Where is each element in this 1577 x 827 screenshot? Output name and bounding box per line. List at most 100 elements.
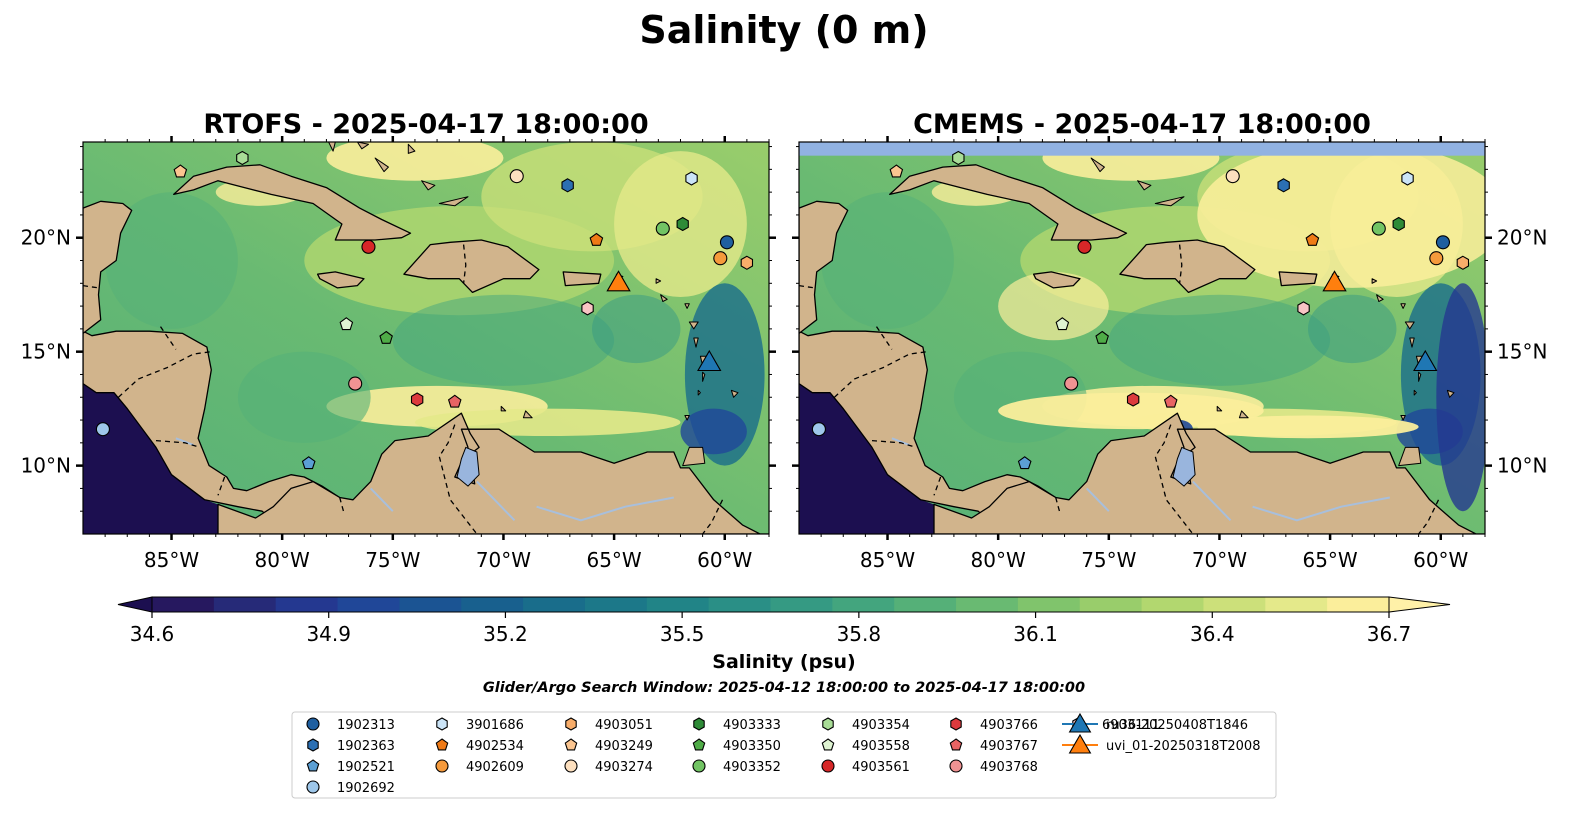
land-cuba (173, 164, 412, 241)
colorbar-segment (832, 597, 895, 612)
colorbar-segment (399, 597, 462, 612)
legend-label: 4903354 (852, 718, 910, 733)
glider-uvi_01-20250318T2008 (1322, 270, 1347, 292)
legend-label: 1902521 (337, 760, 395, 775)
lon-tick-label: 60°W (697, 548, 752, 572)
lon-tick-label: 75°W (1081, 548, 1136, 572)
float-4903767 (447, 394, 462, 408)
legend-item: 4903767 (949, 738, 1038, 754)
land-centram (799, 330, 1057, 526)
float-3901686 (1401, 171, 1414, 186)
float-4903352 (1371, 221, 1386, 236)
float-4902534 (589, 232, 604, 246)
colorbar-tick-label: 36.4 (1190, 622, 1235, 646)
float-4903274 (509, 169, 524, 184)
legend-label: 4903767 (980, 739, 1038, 754)
land-jamaica (316, 271, 365, 289)
legend-marker-icon (822, 717, 834, 731)
colorbar-tick-label: 35.5 (660, 622, 705, 646)
legend-label: uvi_01-20250318T2008 (1106, 739, 1260, 754)
legend-item: 4903350 (692, 738, 781, 754)
colorbar-segment (1265, 597, 1328, 612)
legend-label: ru36-20250408T1846 (1106, 718, 1248, 733)
legend-item: 4903333 (693, 717, 781, 733)
lon-tick-label: 80°W (971, 548, 1026, 572)
legend-marker-icon (949, 738, 963, 751)
float-4902534 (1305, 232, 1320, 246)
legend-item: 4903766 (950, 717, 1038, 733)
colorbar-segment (275, 597, 339, 612)
colorbar-segment (646, 597, 710, 612)
legend-marker-icon (306, 780, 320, 794)
legend-label: 4903766 (980, 718, 1038, 733)
lon-tick-label: 60°W (1413, 548, 1468, 572)
panel-title-rtofs: RTOFS - 2025-04-17 18:00:00 (203, 109, 648, 140)
lake-maracaibo (1172, 446, 1196, 487)
panel-title-cmems: CMEMS - 2025-04-17 18:00:00 (913, 109, 1371, 140)
lake-maracaibo (456, 446, 480, 487)
float-4903350 (379, 330, 393, 344)
float-4902609 (1429, 251, 1444, 266)
legend-item: 4903249 (564, 738, 653, 754)
legend-marker-icon (1068, 733, 1092, 754)
legend-label: 4903558 (852, 739, 910, 754)
lat-tick-label: 10°N (1497, 454, 1547, 478)
float-4903249 (889, 164, 904, 178)
float-4902609 (713, 251, 728, 266)
float-4903333 (1392, 216, 1405, 232)
legend-marker-icon (821, 759, 835, 773)
colorbar-segment (584, 597, 648, 612)
legend-item: 3901686 (436, 717, 524, 733)
land-hispaniola (1119, 239, 1256, 294)
legend-marker-icon (692, 759, 706, 773)
legend-label: 4903051 (595, 718, 653, 733)
colorbar-segment (461, 597, 524, 612)
legend-marker-icon (692, 738, 706, 751)
float-4903766 (1126, 392, 1140, 407)
land-jamaica (1032, 271, 1081, 289)
colorbar-segment (1017, 597, 1081, 612)
float-4903561 (361, 239, 376, 254)
cmems-no-data-band (799, 142, 1485, 156)
legend-label: 4903768 (980, 760, 1038, 775)
colorbar-segment (337, 597, 400, 612)
float-1902363 (561, 178, 574, 193)
colorbar-tick-label: 34.9 (306, 622, 351, 646)
float-4903249 (173, 164, 188, 178)
map-frame (798, 141, 1486, 535)
lat-tick-label: 15°N (21, 340, 71, 364)
legend-label: 3901686 (466, 718, 524, 733)
colorbar-tick-label: 35.8 (837, 622, 882, 646)
legend-marker-icon (436, 717, 448, 731)
colorbar-tick-label: 34.6 (130, 622, 175, 646)
float-4903051 (1456, 255, 1470, 270)
land-pacific (83, 383, 218, 534)
float-1902692 (95, 422, 110, 437)
legend-label: 6903111 (1102, 718, 1160, 733)
colorbar-segment (770, 597, 833, 612)
legend-label: 4903350 (723, 739, 781, 754)
float-4903767 (1163, 394, 1178, 408)
float-3901686 (685, 171, 698, 186)
float-markers (811, 150, 1470, 470)
map-frame (82, 141, 770, 535)
legend-item: 4903354 (822, 717, 910, 733)
land-puertorico (1278, 271, 1318, 287)
land-centram (83, 330, 341, 526)
land-yucatan (83, 200, 133, 335)
legend-item: 4903558 (821, 738, 910, 754)
legend-marker-icon (306, 759, 320, 772)
lon-tick-label: 80°W (255, 548, 310, 572)
float-1902521 (1017, 456, 1032, 470)
legend-marker-icon (435, 759, 449, 773)
legend-item: 4902609 (435, 759, 524, 775)
float-4903766 (410, 392, 424, 407)
figure-title: Salinity (0 m) (639, 8, 928, 52)
legend-item: uvi_01-20250318T2008 (1062, 733, 1260, 754)
legend-item: 4903561 (821, 759, 910, 775)
legend-item: 4903051 (565, 717, 653, 733)
glider-ru36-20250408T1846 (1413, 349, 1438, 372)
legend-marker-icon (307, 738, 319, 752)
float-4903354 (236, 150, 249, 166)
